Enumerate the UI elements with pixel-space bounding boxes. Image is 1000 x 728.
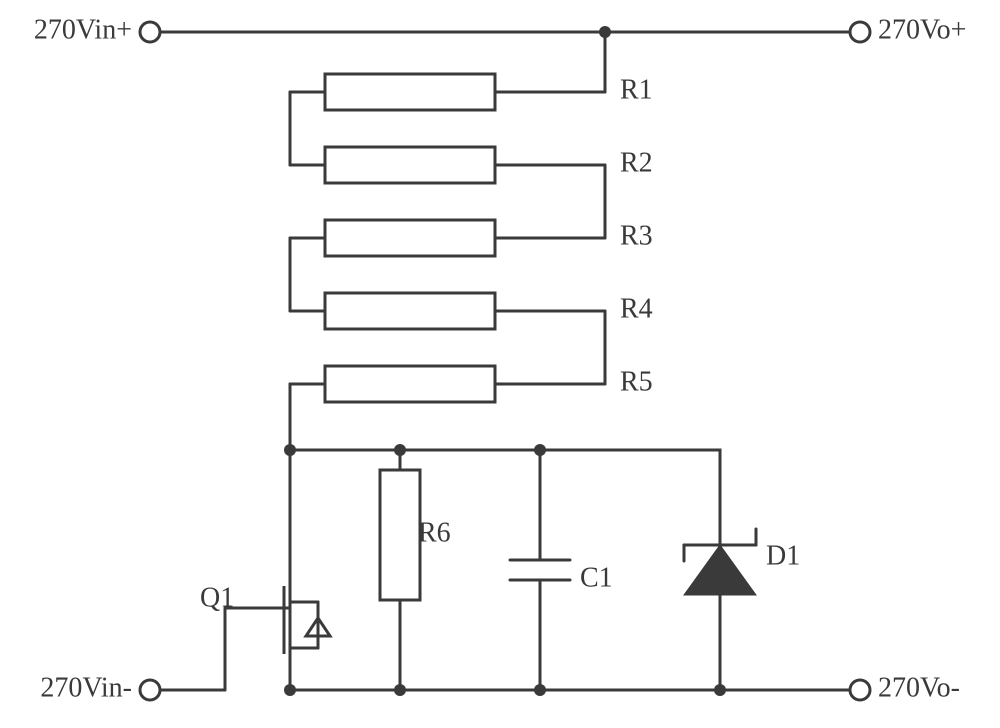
- label-c1: C1: [580, 562, 613, 593]
- node-bot-q1src: [284, 684, 296, 696]
- terminal-vo-plus: [850, 22, 870, 42]
- terminal-vo-minus: [850, 680, 870, 700]
- node-top-tap: [599, 26, 611, 38]
- label-r1: R1: [620, 74, 653, 105]
- node-bot-r6: [394, 684, 406, 696]
- resistor-r1: [325, 74, 495, 110]
- label-vo_minus: 270Vo-: [878, 672, 960, 703]
- label-r3: R3: [620, 220, 653, 251]
- terminal-vin-plus: [140, 22, 160, 42]
- resistor-r3: [325, 220, 495, 256]
- label-r6: R6: [418, 517, 451, 548]
- resistor-r6: [380, 470, 420, 600]
- node-bot-d1: [714, 684, 726, 696]
- resistor-r2: [325, 147, 495, 183]
- label-r4: R4: [620, 293, 653, 324]
- label-q1: Q1: [200, 582, 234, 613]
- label-r2: R2: [620, 147, 653, 178]
- resistor-r5: [325, 366, 495, 402]
- label-vin_minus: 270Vin-: [40, 672, 132, 703]
- label-vo_plus: 270Vo+: [878, 14, 966, 45]
- label-vin_plus: 270Vin+: [34, 14, 132, 45]
- label-d1: D1: [766, 540, 800, 571]
- resistor-r4: [325, 293, 495, 329]
- zener-d1: [684, 545, 756, 595]
- terminal-vin-minus: [140, 680, 160, 700]
- label-r5: R5: [620, 366, 653, 397]
- node-bot-c1: [534, 684, 546, 696]
